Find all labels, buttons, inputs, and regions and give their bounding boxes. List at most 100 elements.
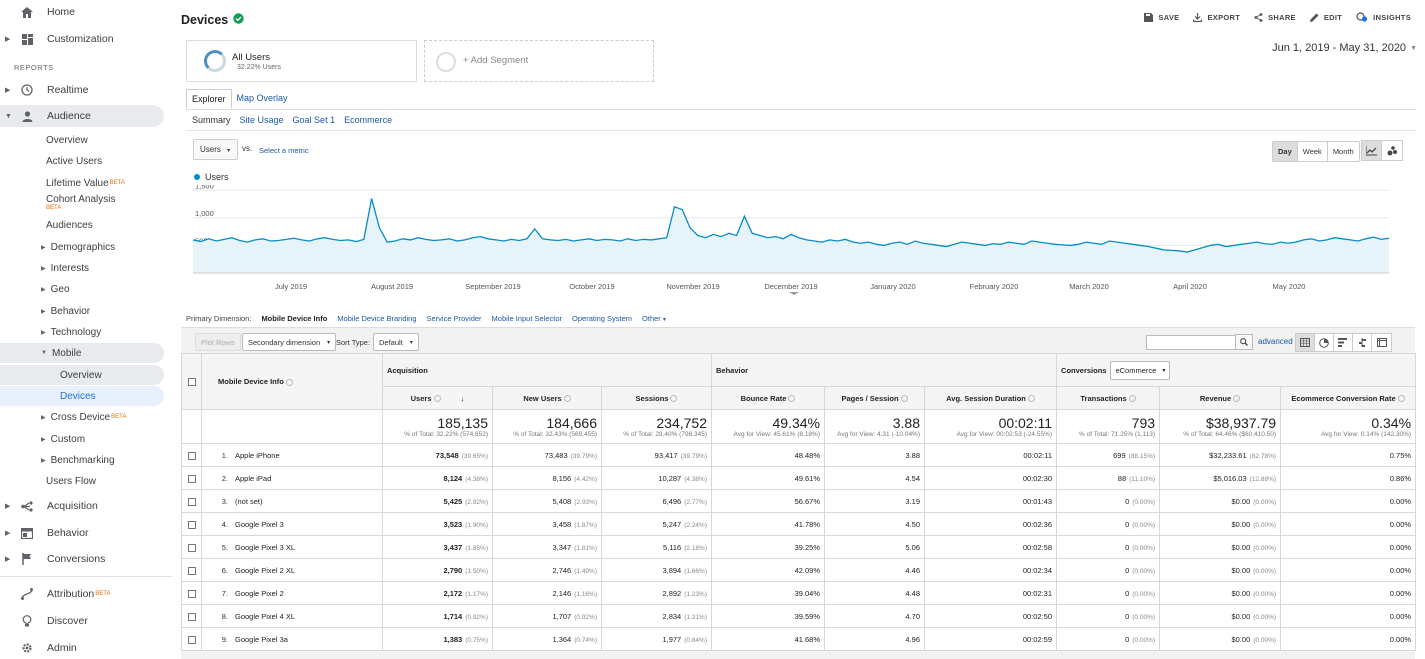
column-header[interactable]: Bounce Rate [711, 386, 825, 410]
metric-select[interactable]: Users ▾ [193, 139, 238, 160]
device-name-link[interactable]: Apple iPhone [235, 450, 280, 460]
nav-audience-overview[interactable]: Overview [0, 130, 164, 150]
sort-type-select[interactable]: Default ▾ [373, 333, 419, 351]
device-name-link[interactable]: (not set) [235, 496, 263, 506]
dim-operating-system[interactable]: Operating System [572, 314, 633, 323]
device-name-link[interactable]: Google Pixel 2 XL [235, 565, 296, 575]
nav-conversions[interactable]: ▶ Conversions [0, 548, 164, 570]
advanced-filter-link[interactable]: advanced [1258, 337, 1293, 346]
period-week-button[interactable]: Week [1297, 142, 1328, 161]
date-range-picker[interactable]: Jun 1, 2019 - May 31, 2020 ▼ [1272, 42, 1417, 54]
table-search-input[interactable] [1146, 335, 1236, 350]
column-header[interactable]: Ecommerce Conversion Rate [1280, 386, 1417, 410]
export-button[interactable]: EXPORT [1193, 12, 1240, 22]
nav-customization[interactable]: ▶ Customization [0, 28, 164, 50]
insights-button[interactable]: INSIGHTS [1356, 12, 1411, 22]
nav-acquisition[interactable]: ▶ Acquisition [0, 495, 164, 517]
row-checkbox[interactable] [187, 520, 196, 529]
nav-cross-device[interactable]: ▶ Cross Device BETA [0, 407, 164, 427]
device-name-link[interactable]: Google Pixel 4 XL [235, 611, 296, 621]
column-header[interactable]: New Users [492, 386, 602, 410]
segment-all-users[interactable]: All Users 32.22% Users [186, 40, 417, 82]
nav-active-users[interactable]: Active Users [0, 151, 164, 171]
period-day-button[interactable]: Day [1273, 142, 1298, 161]
row-checkbox[interactable] [187, 566, 196, 575]
column-header[interactable]: Transactions [1056, 386, 1161, 410]
cell-percent: (0.00%) [1253, 567, 1277, 575]
nav-cohort-analysis[interactable]: Cohort Analysis BETA [0, 192, 164, 214]
performance-view-button[interactable] [1334, 334, 1353, 351]
comparison-view-button[interactable] [1353, 334, 1372, 351]
legend-dot [194, 174, 200, 180]
nav-mobile-devices[interactable]: Devices [0, 386, 164, 406]
dim-mobile-device-branding[interactable]: Mobile Device Branding [337, 314, 417, 323]
line-chart-button[interactable] [1362, 141, 1382, 160]
nav-admin[interactable]: Admin [0, 637, 164, 659]
row-checkbox[interactable] [187, 612, 196, 621]
nav-realtime[interactable]: ▶ Realtime [0, 79, 164, 101]
plot-rows-button[interactable]: Plot Rows [195, 333, 241, 351]
nav-technology[interactable]: ▶ Technology [0, 322, 164, 342]
row-checkbox[interactable] [187, 543, 196, 552]
nav-custom[interactable]: ▶ Custom [0, 429, 164, 449]
save-button[interactable]: SAVE [1144, 12, 1179, 22]
nav-attribution[interactable]: Attribution BETA [0, 583, 164, 605]
dim-mobile-input-selector[interactable]: Mobile Input Selector [491, 314, 563, 323]
secondary-dimension-select[interactable]: Secondary dimension ▾ [242, 333, 337, 351]
nav-mobile-overview[interactable]: Overview [0, 365, 164, 385]
column-header[interactable]: Revenue [1159, 386, 1282, 410]
period-month-button[interactable]: Month [1327, 142, 1359, 161]
subtab-ecommerce[interactable]: Ecommerce [344, 115, 393, 125]
column-header[interactable]: Users ↓ [382, 386, 493, 410]
nav-behavior[interactable]: ▶ Behavior [0, 522, 164, 544]
device-name-link[interactable]: Google Pixel 3 [235, 519, 284, 529]
tab-explorer[interactable]: Explorer [186, 89, 232, 109]
nav-geo[interactable]: ▶ Geo [0, 279, 164, 299]
conversions-select[interactable]: eCommerce ▾ [1110, 360, 1171, 380]
chart-resize-handle[interactable] [789, 292, 799, 295]
subtab-summary[interactable]: Summary [192, 115, 231, 125]
nav-audiences[interactable]: Audiences [0, 215, 164, 235]
column-header[interactable]: Avg. Session Duration [923, 386, 1058, 410]
nav-users-flow[interactable]: Users Flow [0, 471, 164, 491]
nav-discover[interactable]: Discover [0, 610, 164, 632]
dim-service-provider[interactable]: Service Provider [426, 314, 482, 323]
edit-button[interactable]: EDIT [1309, 12, 1342, 22]
tab-map-overlay[interactable]: Map Overlay [236, 93, 288, 103]
select-all-checkbox[interactable] [187, 378, 196, 386]
cell-percent: (0.00%) [1132, 544, 1156, 552]
table-search-button[interactable] [1235, 334, 1253, 350]
row-checkbox[interactable] [187, 497, 196, 506]
device-name-link[interactable]: Apple iPad [235, 473, 272, 483]
table-view-button[interactable] [1296, 334, 1315, 351]
pivot-view-button[interactable] [1372, 334, 1391, 351]
nav-audience[interactable]: ▼ Audience [0, 105, 164, 127]
nav-mobile[interactable]: ▼ Mobile [0, 343, 164, 363]
column-header[interactable]: Pages / Session [824, 386, 925, 410]
row-checkbox[interactable] [187, 589, 196, 598]
nav-demographics[interactable]: ▶ Demographics [0, 237, 164, 257]
sort-desc-icon[interactable]: ↓ [458, 393, 465, 403]
dim-other[interactable]: Other ▾ [642, 314, 666, 323]
device-name-link[interactable]: Google Pixel 2 [235, 588, 284, 598]
nav-behavior-sub[interactable]: ▶ Behavior [0, 301, 164, 321]
dimension-header[interactable]: Mobile Device Info [201, 353, 383, 410]
nav-benchmarking[interactable]: ▶ Benchmarking [0, 450, 164, 470]
add-segment-button[interactable]: + Add Segment [424, 40, 654, 82]
subtab-goal-set-1[interactable]: Goal Set 1 [292, 115, 336, 125]
motion-chart-button[interactable] [1382, 141, 1402, 160]
pie-view-button[interactable] [1315, 334, 1334, 351]
row-checkbox[interactable] [187, 474, 196, 483]
nav-interests[interactable]: ▶ Interests [0, 258, 164, 278]
dim-mobile-device-info[interactable]: Mobile Device Info [261, 314, 328, 323]
subtab-site-usage[interactable]: Site Usage [239, 115, 284, 125]
device-name-link[interactable]: Google Pixel 3 XL [235, 542, 296, 552]
row-checkbox[interactable] [187, 451, 196, 460]
device-name-link[interactable]: Google Pixel 3a [235, 634, 288, 644]
nav-home[interactable]: Home [0, 1, 164, 23]
row-checkbox[interactable] [187, 635, 196, 644]
column-header[interactable]: Sessions [601, 386, 712, 410]
select-metric-link[interactable]: Select a metric [259, 146, 309, 155]
nav-lifetime-value[interactable]: Lifetime Value BETA [0, 173, 164, 193]
share-button[interactable]: SHARE [1254, 12, 1296, 22]
